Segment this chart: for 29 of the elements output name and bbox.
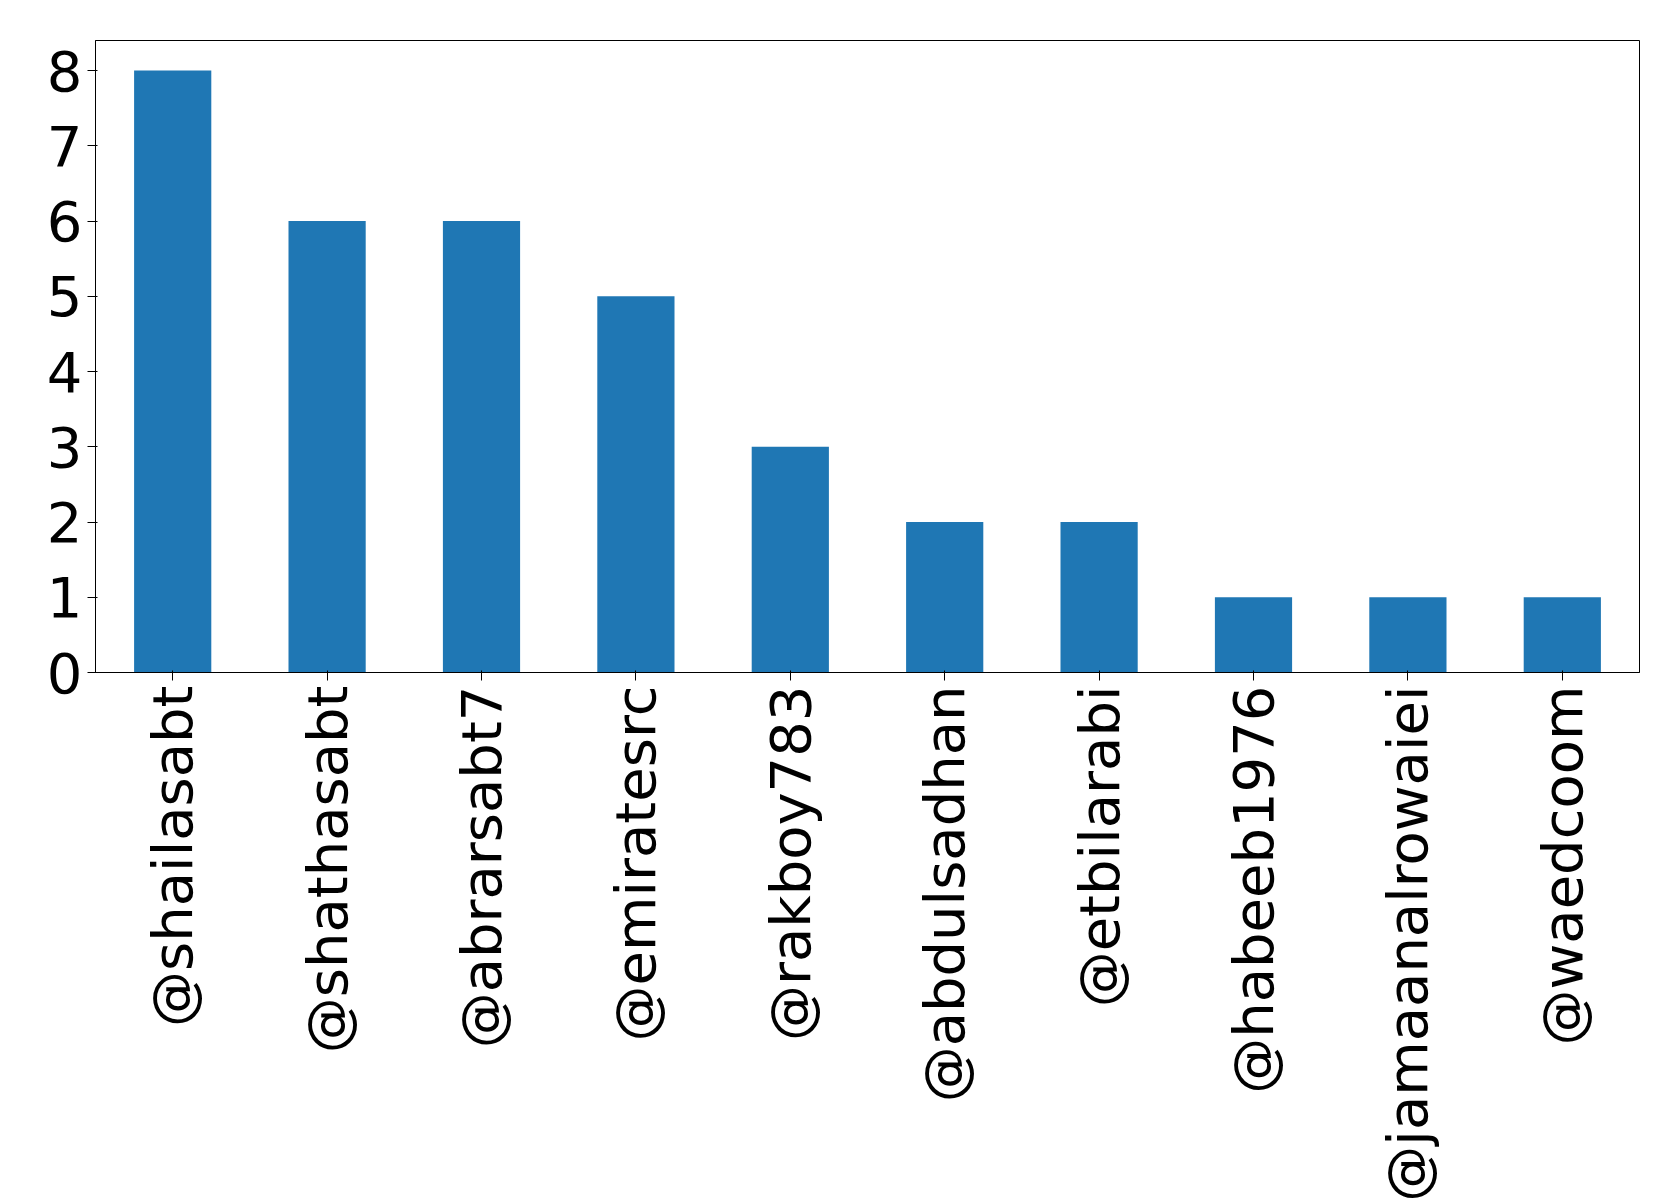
x-tick-label: @jamaanalrowaiei <box>1375 685 1441 1202</box>
y-tick-label: 4 <box>46 339 83 405</box>
bar <box>597 296 675 673</box>
x-tick-label: @etbilarabi <box>1066 685 1132 1008</box>
y-tick-label: 3 <box>46 414 83 480</box>
y-tick-label: 0 <box>46 640 83 706</box>
y-tick-label: 6 <box>46 189 83 255</box>
bar <box>1523 597 1601 673</box>
y-tick-label: 1 <box>46 565 83 631</box>
y-tick-label: 7 <box>46 113 83 179</box>
x-tick-label: @abrarsabt7 <box>449 685 514 1049</box>
bar <box>288 221 366 673</box>
bar <box>442 221 521 673</box>
x-tick-label: @emiratesrc <box>603 685 669 1042</box>
x-tick-label: @waedcoom <box>1529 685 1595 1046</box>
bar <box>134 70 212 673</box>
bar <box>1369 597 1447 673</box>
y-tick-label: 8 <box>46 38 83 104</box>
bar <box>751 446 829 673</box>
y-tick-label: 5 <box>46 264 83 330</box>
x-tick-label: @habeeb1976 <box>1221 685 1286 1094</box>
y-tick-label: 2 <box>46 490 83 556</box>
bar <box>1060 522 1138 673</box>
x-tick-label: @shailasabt <box>140 685 206 1027</box>
x-tick-label: @shathasabt <box>294 685 360 1054</box>
x-tick-label: @rakboy783 <box>757 685 823 1042</box>
bar <box>1214 597 1293 673</box>
x-tick-label: @abdulsadhan <box>912 685 978 1103</box>
bar <box>906 522 984 673</box>
